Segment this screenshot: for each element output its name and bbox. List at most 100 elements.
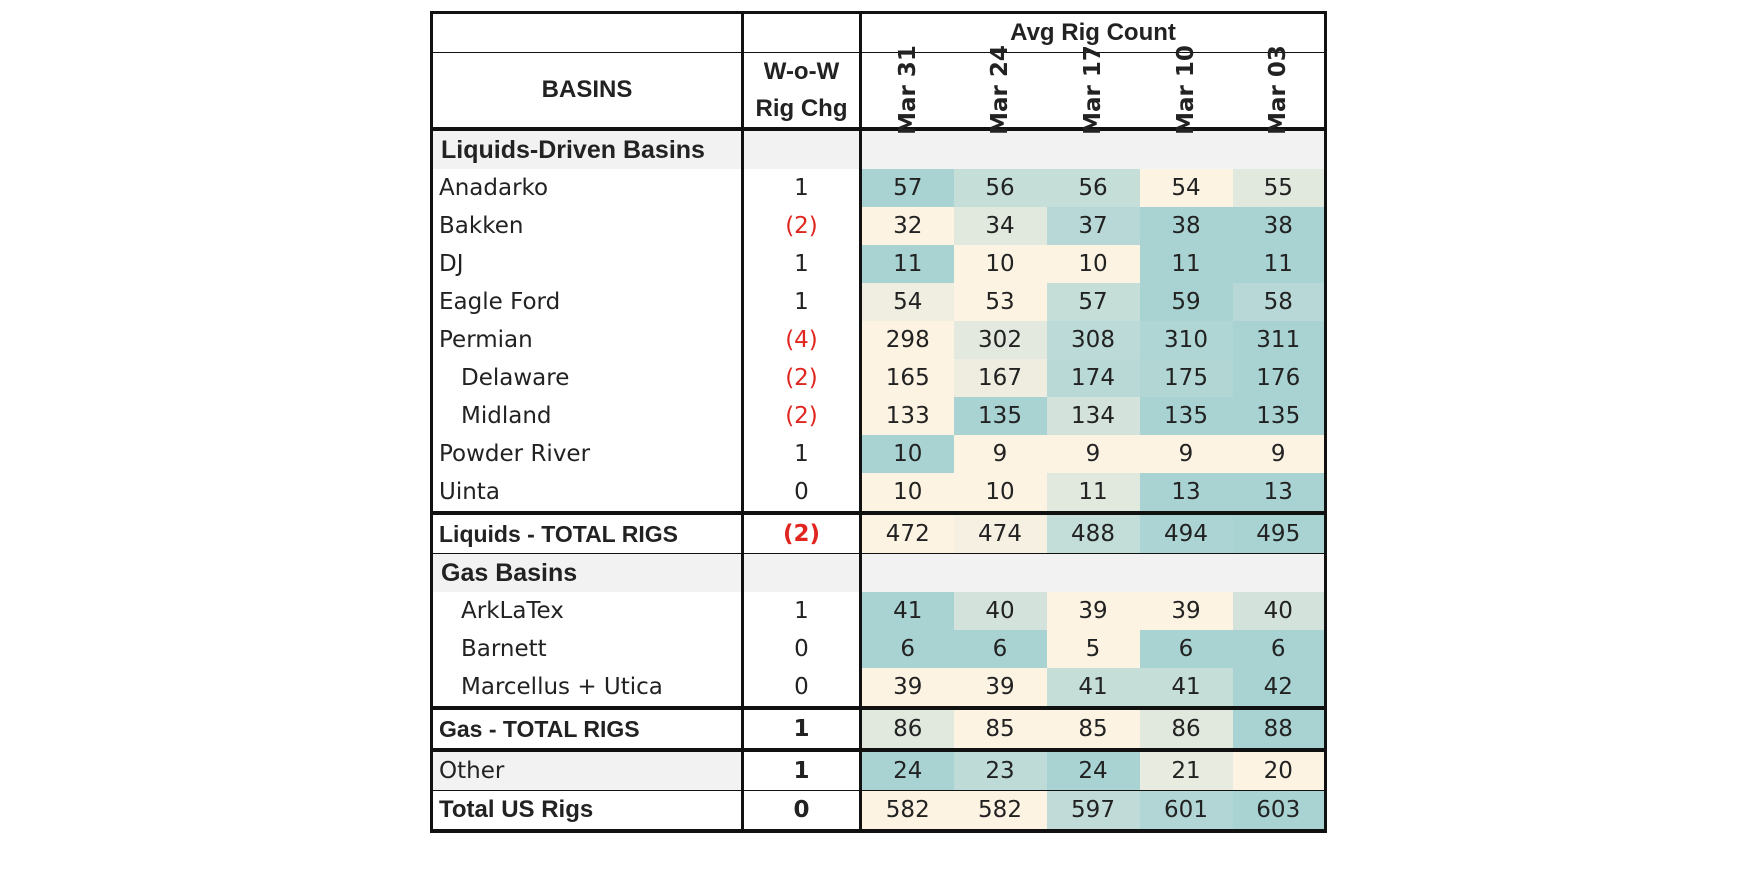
rig-count-cell: 86 [1139,708,1233,752]
rig-count-cell: 10 [859,435,954,473]
basin-name: Barnett [430,630,743,668]
basin-name: Anadarko [430,169,743,207]
rig-count-cell: 40 [953,592,1047,630]
wow-change-column-header: W-o-W Rig Chg [741,52,861,131]
grand-row: Total US Rigs 0 582 582 597 601 603 [430,790,1327,833]
rig-count-cell: 42 [1232,668,1327,710]
rig-count-cell: 597 [1046,790,1140,833]
basin-name: Liquids - TOTAL RIGS [430,513,743,554]
wow-change-value: 0 [741,473,861,515]
date-column-header: Mar 03 [1232,45,1327,135]
rig-count-cell: 38 [1232,207,1327,245]
rig-count-cell: 582 [859,790,954,833]
rig-count-cell: 134 [1046,397,1140,435]
rig-count-cell: 135 [1139,397,1233,435]
rig-count-cell: 310 [1139,321,1233,359]
rig-count-cell: 57 [1046,283,1140,321]
section-row: Gas Basins [430,553,1327,592]
rig-count-cell: 9 [1232,435,1327,473]
rig-count-cell: 41 [1139,668,1233,710]
total-row: Liquids - TOTAL RIGS (2) 472 474 488 494 495 [430,513,1327,554]
basin-name: Eagle Ford [430,283,743,321]
rig-count-cell: 86 [859,708,954,752]
rig-count-cell: 57 [859,169,954,207]
rig-count-cell: 603 [1232,790,1327,833]
rig-count-cell: 494 [1139,513,1233,554]
wow-change-value: 1 [741,435,861,473]
section-change-blank [741,553,861,592]
rig-count-cell: 6 [1139,630,1233,668]
rig-count-cell: 34 [953,207,1047,245]
rig-count-cell: 54 [1139,169,1233,207]
rig-count-cell: 165 [859,359,954,397]
rig-count-cell: 167 [953,359,1047,397]
rig-count-cell: 9 [1139,435,1233,473]
table-row: Marcellus + Utica 0 39 39 41 41 42 [430,668,1327,710]
rig-count-cell: 9 [1046,435,1140,473]
rig-count-table: Avg Rig Count BASINS W-o-W Rig Chg Mar 3… [430,11,1327,833]
rig-count-cell: 6 [859,630,954,668]
wow-change-value: (2) [741,397,861,435]
avg-rig-count-header: Avg Rig Count [859,11,1327,53]
rig-count-cell: 39 [1046,592,1140,630]
table-row: Delaware (2) 165 167 174 175 176 [430,359,1327,397]
rig-count-cell: 88 [1232,708,1327,752]
rig-count-cell: 32 [859,207,954,245]
rig-count-cell: 21 [1139,750,1233,791]
section-values-blank [859,129,1327,169]
rig-count-cell: 10 [953,245,1047,283]
wow-change-value: 1 [741,245,861,283]
wow-change-value: 1 [741,708,861,752]
wow-change-value: (4) [741,321,861,359]
rig-count-cell: 55 [1232,169,1327,207]
rig-count-cell: 174 [1046,359,1140,397]
section-label: Gas Basins [430,553,743,592]
rig-count-body: Liquids-Driven Basins Anadarko 1 57 56 56 54 55… [430,129,1327,833]
rig-count-cell: 56 [953,169,1047,207]
wow-change-value: (2) [741,513,861,554]
rig-count-cell: 37 [1046,207,1140,245]
basin-name: Powder River [430,435,743,473]
rig-count-cell: 302 [953,321,1047,359]
header-blank-basin [430,11,743,53]
rig-count-cell: 13 [1232,473,1327,515]
rig-count-cell: 41 [1046,668,1140,710]
rig-count-cell: 13 [1139,473,1233,515]
table-row: Uinta 0 10 10 11 13 13 [430,473,1327,515]
basin-name: ArkLaTex [430,592,743,630]
rig-count-cell: 601 [1139,790,1233,833]
rig-count-cell: 58 [1232,283,1327,321]
rig-count-cell: 40 [1232,592,1327,630]
wow-change-value: 0 [741,668,861,710]
other-row: Other 1 24 23 24 21 20 [430,750,1327,791]
rig-count-cell: 10 [859,473,954,515]
date-label: Mar 31 [894,45,921,135]
rig-count-cell: 54 [859,283,954,321]
rig-count-cell: 38 [1139,207,1233,245]
wow-change-value: 0 [741,630,861,668]
basin-name: Uinta [430,473,743,515]
rig-count-cell: 39 [1139,592,1233,630]
basin-name: Delaware [430,359,743,397]
wow-change-value: 1 [741,169,861,207]
wow-change-value: 1 [741,283,861,321]
rig-count-cell: 474 [953,513,1047,554]
rig-count-cell: 20 [1232,750,1327,791]
rig-count-cell: 10 [1046,245,1140,283]
wow-change-header-line1: W-o-W [763,58,840,85]
basin-name: Total US Rigs [430,790,743,833]
table-row: Anadarko 1 57 56 56 54 55 [430,169,1327,207]
rig-count-cell: 24 [1046,750,1140,791]
basin-name: Other [430,750,743,791]
rig-count-table-container: Avg Rig Count BASINS W-o-W Rig Chg Mar 3… [430,11,1327,833]
date-label: Mar 10 [1172,45,1199,135]
rig-count-cell: 53 [953,283,1047,321]
rig-count-cell: 9 [953,435,1047,473]
table-row: Midland (2) 133 135 134 135 135 [430,397,1327,435]
table-row: Barnett 0 6 6 5 6 6 [430,630,1327,668]
rig-count-cell: 39 [953,668,1047,710]
section-change-blank [741,129,861,169]
rig-count-cell: 11 [1046,473,1140,515]
basin-name: DJ [430,245,743,283]
table-row: Bakken (2) 32 34 37 38 38 [430,207,1327,245]
